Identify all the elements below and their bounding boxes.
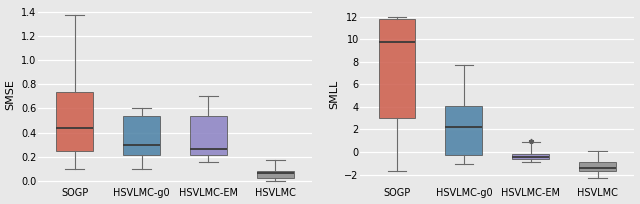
PathPatch shape	[445, 106, 483, 155]
PathPatch shape	[378, 19, 415, 118]
PathPatch shape	[190, 116, 227, 154]
PathPatch shape	[56, 92, 93, 151]
Y-axis label: SMLL: SMLL	[329, 80, 339, 109]
Y-axis label: SMSE: SMSE	[6, 79, 15, 110]
PathPatch shape	[257, 171, 294, 177]
PathPatch shape	[579, 162, 616, 171]
PathPatch shape	[513, 154, 549, 159]
PathPatch shape	[123, 116, 160, 154]
